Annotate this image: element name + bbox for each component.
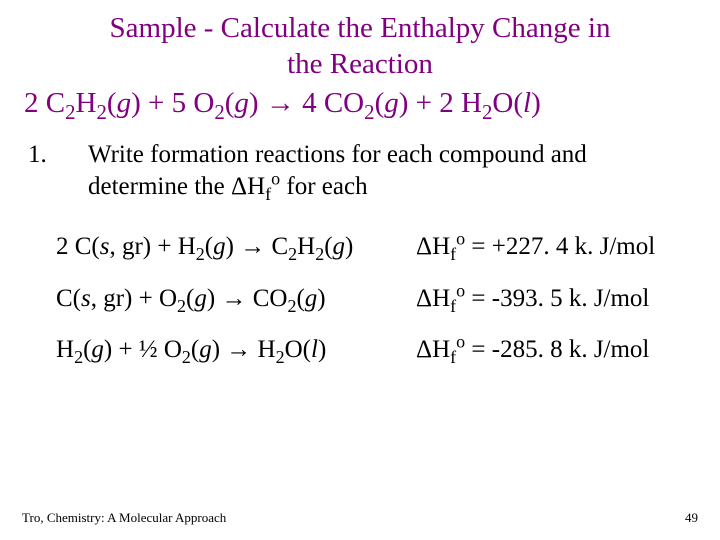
subscript: 2 [315,244,324,264]
reaction-part: O( [492,87,523,119]
reaction-part: C [265,233,288,260]
reaction-part: ) [318,336,326,363]
enthalpy-h: H [432,336,450,363]
arrow-icon: → [226,335,251,363]
reaction-part: H [76,87,97,119]
reaction-part: ) [207,285,222,312]
reaction-lhs: 2 C(s, gr) + H2(g) → C2H2(g) [56,230,416,264]
subscript: 2 [96,99,106,123]
subscript: 2 [364,99,374,123]
phase: g [91,336,104,363]
main-reaction: 2 C2H2(g) + 5 O2(g) → 4 CO2(g) + 2 H2O(l… [24,85,692,121]
enthalpy-h: H [432,233,450,260]
reaction-part: 2 C [24,87,65,119]
enthalpy-h: H [432,285,450,312]
reaction-part: ) [531,87,541,119]
slide-footer: Tro, Chemistry: A Molecular Approach 49 [22,510,698,526]
reaction-part: ) [317,285,325,312]
reaction-part: CO [246,285,287,312]
phase: s [81,285,91,312]
phase: g [305,285,318,312]
reaction-part: ) + 5 O [131,87,214,119]
subscript: 2 [74,347,83,367]
reaction-part: H [251,336,275,363]
arrow-icon: → [266,87,295,119]
subscript: 2 [196,244,205,264]
reactions-list: 2 C(s, gr) + H2(g) → C2H2(g) ΔHfo = +227… [56,230,692,367]
slide-content: Sample - Calculate the Enthalpy Change i… [0,0,720,367]
reaction-part: , gr) + H [109,233,195,260]
phase: l [311,336,318,363]
reaction-part: ( [324,233,332,260]
subscript: 2 [65,99,75,123]
phase: g [384,87,399,119]
step-row: 1. Write formation reactions for each co… [28,139,692,204]
step-text: Write formation reactions for each compo… [88,139,692,204]
reaction-part: , gr) + O [91,285,177,312]
arrow-icon: → [240,232,265,260]
subscript: 2 [482,99,492,123]
reaction-part: ) + ½ O [104,336,182,363]
delta-symbol: Δ [416,285,432,312]
phase: g [199,336,212,363]
reaction-lhs: C(s, gr) + O2(g) → CO2(g) [56,282,416,316]
step-text-part: for each [280,173,367,200]
reaction-rhs: ΔHfo = +227. 4 k. J/mol [416,230,692,264]
phase: l [523,87,531,119]
reaction-part: ( [375,87,385,119]
title-line-1: Sample - Calculate the Enthalpy Change i… [28,10,692,46]
formation-reaction-2: C(s, gr) + O2(g) → CO2(g) ΔHfo = -393. 5… [56,282,692,316]
phase: g [234,87,249,119]
reaction-part: ( [191,336,199,363]
superscript: o [456,228,465,248]
phase: g [333,233,346,260]
reaction-part: ( [296,285,304,312]
reaction-part: 2 C( [56,233,100,260]
reaction-rhs: ΔHfo = -393. 5 k. J/mol [416,282,692,316]
reaction-part: ) [212,336,227,363]
enthalpy-value: = +227. 4 k. J/mol [465,233,655,260]
reaction-part: H [56,336,74,363]
footer-citation: Tro, Chemistry: A Molecular Approach [22,510,226,526]
reaction-rhs: ΔHfo = -285. 8 k. J/mol [416,333,692,367]
title-line-2: the Reaction [28,46,692,82]
reaction-part: ( [205,233,213,260]
reaction-part: C( [56,285,81,312]
reaction-part: ( [225,87,235,119]
reaction-part: 4 CO [295,87,364,119]
subscript: 2 [182,347,191,367]
delta-symbol: Δ [416,336,432,363]
superscript: o [456,280,465,300]
phase: g [117,87,132,119]
superscript: o [271,169,280,189]
reaction-part: ) [226,233,241,260]
reaction-part: ) [249,87,266,119]
reaction-part: ( [107,87,117,119]
phase: g [213,233,226,260]
reaction-part: H [297,233,315,260]
formation-reaction-3: H2(g) + ½ O2(g) → H2O(l) ΔHfo = -285. 8 … [56,333,692,367]
arrow-icon: → [221,284,246,312]
subscript: 2 [288,244,297,264]
delta-symbol: Δ [416,233,432,260]
enthalpy-h: H [247,173,265,200]
reaction-part: ) + 2 H [399,87,482,119]
subscript: 2 [177,296,186,316]
slide-title: Sample - Calculate the Enthalpy Change i… [28,10,692,83]
enthalpy-value: = -285. 8 k. J/mol [465,336,649,363]
superscript: o [456,332,465,352]
formation-reaction-1: 2 C(s, gr) + H2(g) → C2H2(g) ΔHfo = +227… [56,230,692,264]
enthalpy-value: = -393. 5 k. J/mol [465,285,649,312]
subscript: 2 [214,99,224,123]
step-number: 1. [28,139,88,204]
reaction-part: O( [285,336,311,363]
delta-symbol: Δ [231,173,247,200]
phase: g [194,285,207,312]
reaction-part: ) [345,233,353,260]
reaction-lhs: H2(g) + ½ O2(g) → H2O(l) [56,333,416,367]
footer-page-number: 49 [685,510,698,526]
subscript: 2 [276,347,285,367]
